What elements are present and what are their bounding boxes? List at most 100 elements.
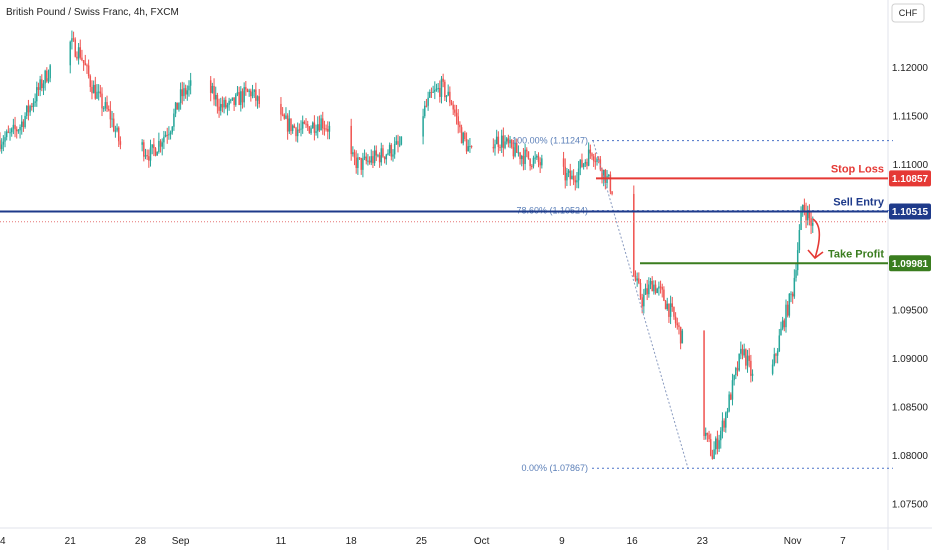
- candle-body: [811, 222, 814, 226]
- candle-body: [579, 159, 582, 169]
- candle-body: [425, 105, 428, 107]
- time-axis[interactable]: 14 21 28 Sep 11 18 25 Oct 9 16 23 Nov 7: [0, 536, 846, 547]
- candle-body: [22, 121, 25, 128]
- candle-body: [29, 106, 31, 113]
- candle-body: [251, 92, 254, 97]
- candle-body: [153, 144, 155, 149]
- candle-body: [163, 136, 165, 143]
- candle-body: [673, 307, 675, 317]
- candle-body: [243, 87, 245, 103]
- candle-body: [189, 80, 192, 86]
- candle-body: [808, 210, 811, 219]
- forecast-arrow-head: [807, 249, 824, 260]
- candle-body: [81, 57, 83, 61]
- candle-body: [674, 316, 677, 324]
- candle-body: [658, 286, 660, 289]
- candle-body: [810, 218, 812, 226]
- price-axis[interactable]: 1.120001.115001.110001.105001.100001.095…: [889, 63, 931, 510]
- x-tick-label: 28: [135, 536, 147, 547]
- candle-body: [780, 328, 782, 336]
- candle-body: [791, 293, 794, 297]
- candle-body: [432, 91, 434, 93]
- candle-body: [213, 85, 215, 100]
- candle-body: [169, 132, 172, 135]
- candle-body: [519, 152, 521, 160]
- candle-body: [44, 70, 46, 84]
- candle-body: [434, 89, 436, 92]
- candle-body: [296, 129, 299, 137]
- candle-body: [219, 104, 222, 111]
- candle-body: [651, 281, 653, 292]
- candle-body: [492, 146, 495, 149]
- candle-body: [507, 138, 510, 144]
- candle-body: [607, 174, 610, 176]
- candle-body: [574, 180, 577, 183]
- candle-body: [398, 144, 401, 146]
- y-tick-label: 1.09000: [892, 354, 929, 365]
- currency-button[interactable]: [891, 3, 925, 23]
- candle-body: [427, 97, 429, 106]
- candle-body: [435, 88, 438, 90]
- candle-body: [360, 157, 362, 170]
- candle-body: [79, 47, 82, 58]
- candle-body: [291, 125, 294, 132]
- candle-body: [805, 211, 807, 221]
- candle-body: [661, 287, 663, 290]
- candle-body: [745, 349, 747, 366]
- candle-body: [211, 85, 214, 93]
- candle-body: [604, 169, 607, 184]
- candle-body: [159, 140, 162, 147]
- candle-body: [370, 156, 373, 163]
- take-profit-label: Take Profit: [828, 248, 884, 260]
- candle-body: [69, 41, 71, 66]
- candle-body: [288, 118, 291, 132]
- candle-body: [795, 270, 797, 278]
- candle-body: [238, 92, 240, 105]
- candle-body: [775, 354, 777, 356]
- candle-body: [531, 166, 533, 168]
- candle-body: [0, 144, 3, 150]
- candle-body: [357, 157, 359, 168]
- candle-body: [315, 131, 317, 133]
- candle-body: [303, 121, 306, 124]
- candle-body: [581, 159, 583, 167]
- candle-body: [9, 132, 11, 134]
- forecast-arrow: [812, 218, 821, 259]
- candle-body: [387, 153, 389, 155]
- candle-body: [527, 151, 530, 159]
- candle-body: [368, 160, 371, 163]
- candle-body: [37, 87, 40, 90]
- candle-body: [708, 434, 710, 440]
- candle-body: [283, 114, 286, 119]
- x-tick-label: Nov: [784, 536, 802, 547]
- candle-body: [502, 135, 505, 148]
- stop-loss-label: Stop Loss: [831, 163, 884, 175]
- candle-body: [174, 102, 177, 114]
- candle-body: [306, 124, 309, 127]
- candle-body: [0, 140, 1, 150]
- candle-body: [367, 160, 369, 162]
- candle-body: [295, 127, 297, 137]
- candle-body: [462, 132, 464, 144]
- candle-body: [529, 158, 531, 167]
- candle-body: [455, 112, 458, 117]
- candle-body: [362, 158, 364, 170]
- candle-body: [671, 303, 674, 308]
- candle-body: [649, 281, 652, 285]
- candle-body: [517, 152, 520, 154]
- x-tick-label: 7: [840, 536, 846, 547]
- candle-body: [743, 349, 745, 356]
- chart-title: British Pound / Swiss Franc, 4h, FXCM: [6, 7, 179, 18]
- candle-body: [14, 124, 16, 130]
- x-tick-label: 14: [0, 536, 6, 547]
- candle-body: [86, 65, 88, 67]
- sell-entry-price-badge: [889, 203, 931, 220]
- candle-body: [176, 102, 179, 110]
- candle-body: [377, 155, 379, 157]
- candle-body: [611, 191, 613, 194]
- candle-body: [718, 440, 720, 449]
- candle-body: [644, 288, 647, 295]
- candle-body: [786, 304, 789, 316]
